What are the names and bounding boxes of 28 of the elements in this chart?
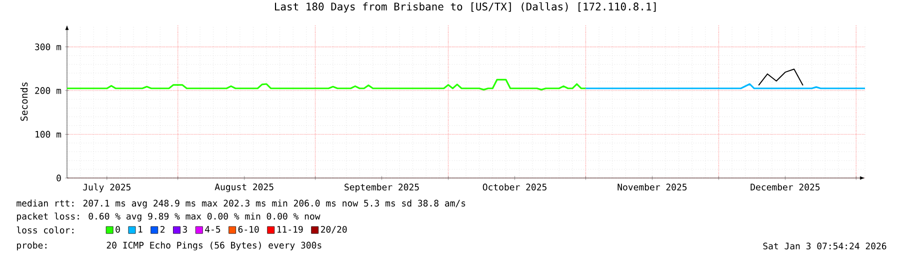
- legend-label: 1: [138, 226, 142, 233]
- text: 20 ICMP Echo Pings (56 Bytes) every 300s: [106, 242, 322, 250]
- legend-label: 20/20: [321, 226, 347, 234]
- x-tick-label: November 2025: [618, 184, 687, 190]
- text: median rtt: 207.1 ms avg 248.9 ms max 202.3 ms min 206.0 ms now 5.3 ms sd 38.8 am/s: [16, 200, 466, 208]
- y-tick-label: 0: [56, 174, 61, 182]
- legend-label: 4-5: [205, 226, 220, 233]
- x-tick-label: December 2025: [750, 184, 820, 190]
- text: probe:: [17, 242, 46, 250]
- text: loss color:: [16, 226, 74, 234]
- line-series: [758, 68, 804, 86]
- text: packet loss: 0.60 % avg 9.89 % max 0.00 % min 0.00 % now: [17, 212, 320, 222]
- text: Sat Jan 3 07:54:24 2026: [763, 242, 886, 250]
- x-tick-label: July 2025: [83, 184, 130, 192]
- y-tick-label: 300 m: [35, 43, 62, 50]
- chart-title: Last 180 Days from Brisbane to [US/TX] (Dallas) [172.110.8.1]: [275, 2, 656, 12]
- x-tick-label: October 2025: [482, 184, 546, 190]
- legend-label: 2: [160, 226, 164, 233]
- legend-label: 3: [182, 226, 187, 233]
- line-series: [67, 78, 587, 90]
- y-tick-label: 100 m: [36, 130, 62, 138]
- x-tick-label: September 2025: [344, 184, 419, 192]
- y-tick-label: 200 m: [35, 87, 62, 94]
- legend-label: 11-19: [277, 226, 303, 233]
- x-tick-label: August 2025: [214, 184, 274, 192]
- legend-label: 0: [116, 226, 120, 233]
- legend-label: 6-10: [238, 226, 259, 233]
- y-axis-title: Seconds: [20, 82, 28, 121]
